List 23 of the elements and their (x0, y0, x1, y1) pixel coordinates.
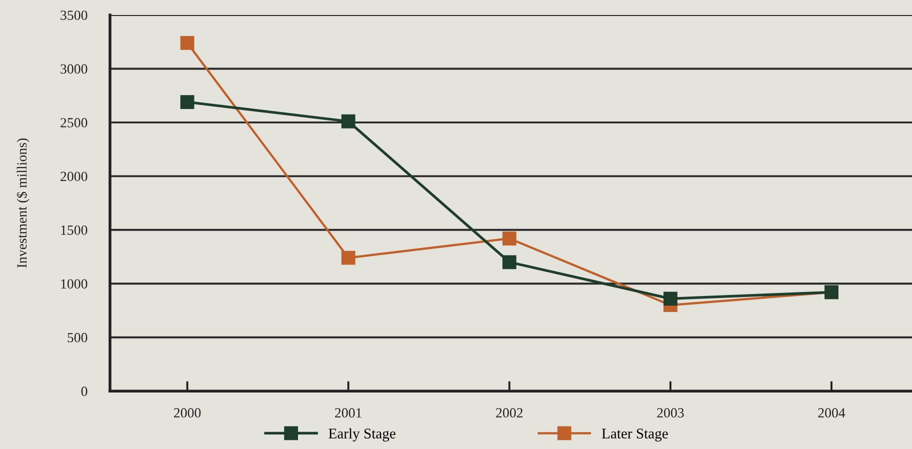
y-tick-label: 0 (81, 386, 88, 396)
point (502, 255, 516, 270)
y-tick-label: 1000 (61, 279, 88, 289)
legend-label: Later Stage (602, 428, 668, 442)
point (341, 250, 356, 265)
point (663, 292, 678, 306)
y-tick-label: 2500 (60, 118, 88, 128)
y-tick-label: 2000 (60, 172, 88, 182)
y-tick-label: 3500 (60, 10, 88, 20)
x-tick-label: 2001 (335, 408, 362, 418)
y-axis-title: Investment ($ millions) (16, 138, 30, 268)
x-tick-label: 2004 (818, 408, 846, 418)
point (341, 114, 356, 128)
point (180, 95, 194, 109)
point (502, 232, 516, 246)
x-tick-label: 2003 (657, 408, 684, 418)
x-tick-label: 2002 (496, 408, 523, 418)
point (180, 36, 194, 50)
y-tick-label: 3000 (60, 64, 88, 74)
legend-label: Early Stage (328, 428, 396, 442)
x-tick-label: 2000 (174, 408, 201, 418)
y-tick-label: 500 (68, 332, 88, 342)
y-tick-label: 1500 (61, 225, 88, 235)
